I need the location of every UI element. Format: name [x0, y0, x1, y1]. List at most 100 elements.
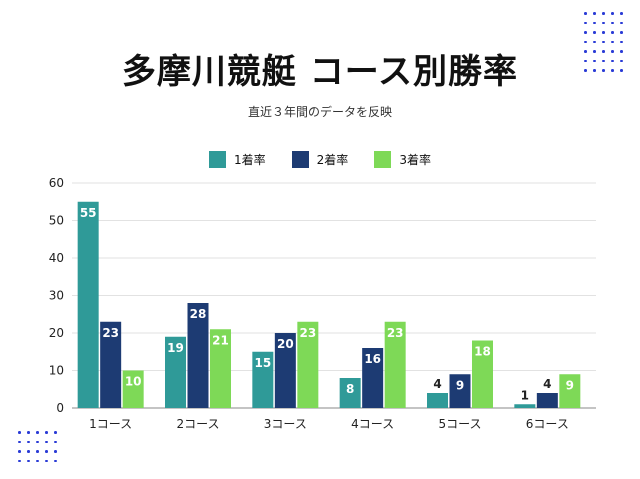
decorative-dot	[620, 40, 623, 43]
bar	[559, 374, 581, 408]
decorative-dot	[36, 440, 39, 443]
bar	[449, 374, 471, 408]
data-label: 9	[456, 378, 464, 392]
decorative-dot	[602, 31, 605, 34]
x-tick-label: 6コース	[526, 417, 569, 431]
y-tick-label: 0	[56, 401, 64, 415]
decorative-dot	[54, 440, 57, 443]
decorative-dot	[611, 50, 614, 53]
bar	[536, 393, 558, 408]
data-label: 19	[167, 341, 184, 355]
decorative-dot	[620, 69, 623, 72]
legend-label-3: 3着率	[399, 153, 431, 167]
decorative-dot	[602, 21, 605, 24]
decorative-dot	[593, 21, 596, 24]
decorative-dot	[593, 31, 596, 34]
x-tick-label: 4コース	[351, 417, 394, 431]
x-tick-label: 3コース	[264, 417, 307, 431]
decorative-dot	[620, 50, 623, 53]
decorative-dot	[584, 12, 587, 15]
bar	[514, 404, 536, 408]
decorative-dot	[584, 50, 587, 53]
decorative-dot	[602, 69, 605, 72]
bar	[165, 336, 186, 408]
bar	[427, 393, 448, 408]
data-label: 23	[299, 326, 316, 340]
decorative-dot	[54, 459, 57, 462]
decorative-dot	[27, 450, 30, 453]
data-label: 20	[277, 337, 294, 351]
decorative-dot	[27, 459, 30, 462]
y-tick-label: 60	[49, 176, 64, 190]
decorative-dot	[36, 459, 39, 462]
decorative-dot	[602, 50, 605, 53]
decorative-dot	[45, 440, 48, 443]
bar	[77, 201, 99, 408]
data-label: 55	[80, 206, 97, 220]
decorative-dot	[611, 59, 614, 62]
data-label: 1	[521, 388, 529, 402]
y-tick-label: 10	[49, 364, 64, 378]
data-label: 21	[212, 333, 229, 347]
decorative-dot	[45, 459, 48, 462]
decorative-dot	[611, 21, 614, 24]
decorative-dot	[584, 40, 587, 43]
legend-item-1: 1着率	[209, 151, 266, 168]
bar	[252, 351, 274, 408]
data-label: 4	[543, 377, 551, 391]
bar	[187, 303, 209, 408]
decorative-dot	[593, 50, 596, 53]
decorative-dot	[611, 40, 614, 43]
legend-item-3: 3着率	[374, 151, 431, 168]
data-label: 23	[387, 326, 404, 340]
decorative-dot	[18, 431, 21, 434]
decorative-dot	[584, 69, 587, 72]
data-label: 4	[433, 377, 441, 391]
decorative-dot	[602, 12, 605, 15]
bar	[100, 321, 122, 408]
bar	[122, 370, 144, 408]
decorative-dot	[602, 59, 605, 62]
bar	[362, 348, 384, 408]
decorative-dot	[54, 431, 57, 434]
data-label: 23	[102, 326, 119, 340]
y-tick-label: 30	[49, 289, 64, 303]
decorative-dot	[611, 31, 614, 34]
legend-swatch-3	[374, 151, 392, 168]
decorative-dot	[602, 40, 605, 43]
legend-item-2: 2着率	[291, 151, 349, 168]
x-tick-label: 1コース	[89, 417, 132, 431]
chart-title: 多摩川競艇 コース別勝率	[121, 52, 519, 92]
decorative-dot	[611, 69, 614, 72]
bar	[210, 329, 231, 408]
decorative-dot	[593, 40, 596, 43]
legend-label-2: 2着率	[316, 153, 349, 167]
legend-label-1: 1着率	[234, 153, 266, 167]
legend-swatch-1	[209, 151, 227, 168]
legend: 1着率 2着率 3着率	[0, 151, 640, 168]
chart-subtitle: 直近３年間のデータを反映	[247, 105, 392, 119]
x-tick-label: 2コース	[176, 417, 219, 431]
decorative-dot	[45, 450, 48, 453]
decorative-dot	[611, 12, 614, 15]
decorative-dot	[54, 450, 57, 453]
decorative-dot	[593, 59, 596, 62]
decorative-dot	[27, 440, 30, 443]
decorative-dot	[584, 21, 587, 24]
legend-swatch-2	[291, 151, 309, 168]
data-label: 10	[125, 375, 142, 389]
bar	[384, 321, 406, 408]
bar	[297, 321, 319, 408]
decorative-dot	[593, 12, 596, 15]
decorative-dot	[18, 440, 21, 443]
data-label: 8	[346, 382, 354, 396]
decorative-dot	[36, 450, 39, 453]
bar	[472, 340, 493, 408]
data-label: 28	[190, 307, 207, 321]
decorative-dot	[584, 31, 587, 34]
y-tick-label: 40	[49, 251, 64, 265]
data-label: 18	[474, 345, 491, 359]
decorative-dot	[45, 431, 48, 434]
decorative-dot	[27, 431, 30, 434]
